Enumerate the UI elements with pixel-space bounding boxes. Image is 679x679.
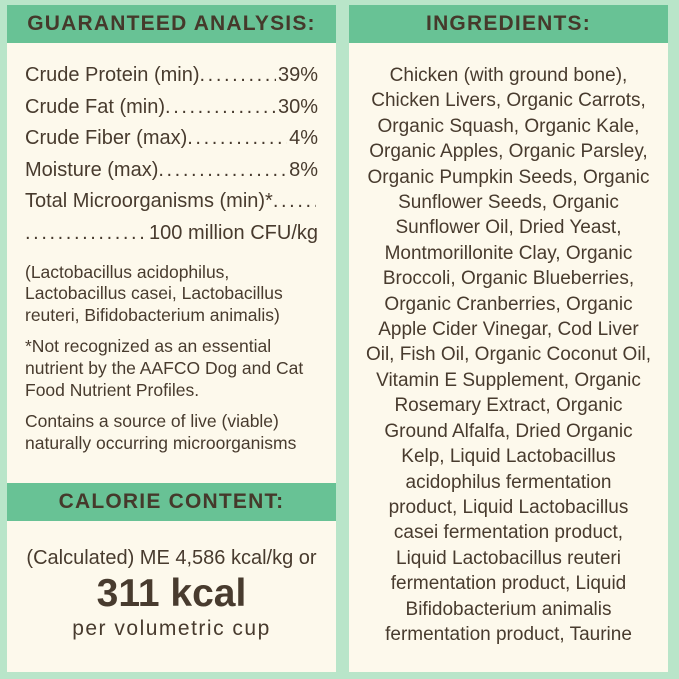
- ingredients-line: Rosemary Extract, Organic: [394, 395, 623, 417]
- calorie-per-cup-line: per volumetric cup: [72, 617, 271, 640]
- ingredients-line: Organic Cranberries, Organic: [384, 293, 633, 315]
- analysis-value: 39%: [277, 64, 318, 86]
- guaranteed-analysis-body: Crude Protein (min) ....................…: [7, 43, 336, 483]
- analysis-row-crude-fat: Crude Fat (min) ........................…: [25, 92, 318, 124]
- dot-leader: ........................................…: [158, 158, 288, 181]
- ingredients-line: Vitamin E Supplement, Organic: [376, 369, 641, 391]
- ingredients-line: Bifidobacterium animalis: [405, 598, 612, 620]
- calorie-content-body: (Calculated) ME 4,586 kcal/kg or 311 kca…: [7, 521, 336, 672]
- calorie-content-header-band: CALORIE CONTENT:: [7, 483, 336, 521]
- calorie-calculated-line: (Calculated) ME 4,586 kcal/kg or: [26, 547, 317, 569]
- analysis-notes: (Lactobacillus acidophilus, Lactobacillu…: [25, 262, 318, 455]
- analysis-label: Crude Protein (min): [25, 64, 200, 86]
- calorie-kcal-value: 311 kcal: [96, 572, 247, 615]
- analysis-label: Crude Fat (min): [25, 95, 166, 118]
- guaranteed-analysis-header-band: GUARANTEED ANALYSIS:: [7, 5, 336, 43]
- ingredients-line: Chicken Livers, Organic Carrots,: [371, 90, 646, 112]
- ingredients-line: Liquid Lactobacillus reuteri: [396, 547, 621, 569]
- note-microorganism-species: (Lactobacillus acidophilus, Lactobacillu…: [25, 261, 283, 325]
- analysis-value: 30%: [277, 95, 318, 118]
- dot-leader: ........................................…: [25, 221, 148, 244]
- ingredients-panel: INGREDIENTS: Chicken (with ground bone),…: [349, 5, 668, 672]
- dot-leader: ........................................…: [165, 95, 276, 118]
- guaranteed-analysis-title: GUARANTEED ANALYSIS:: [27, 12, 316, 35]
- ingredients-line: Oil, Fish Oil, Organic Coconut Oil,: [365, 344, 652, 366]
- ingredients-line: Organic Apples, Organic Parsley,: [369, 141, 648, 163]
- ingredients-line: acidophilus fermentation: [405, 471, 612, 493]
- ingredients-line: product, Liquid Lactobacillus: [388, 496, 629, 518]
- analysis-value: 100 million CFU/kg: [149, 221, 318, 244]
- ingredients-line: Montmorillonite Clay, Organic: [384, 242, 633, 264]
- ingredients-line: fermentation product, Liquid: [390, 573, 627, 595]
- analysis-row-cfu: ........................................…: [25, 218, 318, 250]
- analysis-row-moisture: Moisture (max) .........................…: [25, 155, 318, 187]
- ingredients-line: Broccoli, Organic Blueberries,: [382, 268, 635, 290]
- ingredients-line: Organic Squash, Organic Kale,: [377, 115, 640, 137]
- analysis-label: Total Microorganisms (min)*: [25, 190, 273, 213]
- note-aafco-disclaimer: *Not recognized as an essential nutrient…: [25, 336, 304, 400]
- ingredients-line: Apple Cider Vinegar, Cod Liver: [378, 319, 639, 341]
- note-live-microorganisms: Contains a source of live (viable) natur…: [25, 411, 297, 453]
- ingredients-line: Sunflower Seeds, Organic: [398, 192, 619, 214]
- ingredients-header-band: INGREDIENTS:: [349, 5, 668, 43]
- calorie-content-title: CALORIE CONTENT:: [58, 490, 285, 513]
- analysis-label: Moisture (max): [25, 158, 159, 181]
- ingredients-line: fermentation product, Taurine: [385, 623, 632, 645]
- analysis-value: 4%: [289, 127, 318, 150]
- ingredients-line: casei fermentation product,: [393, 522, 624, 544]
- analysis-row-crude-fiber: Crude Fiber (max) ......................…: [25, 123, 318, 155]
- analysis-row-total-microorganisms: Total Microorganisms (min)* ............…: [25, 186, 318, 218]
- ingredients-line: Kelp, Liquid Lactobacillus: [401, 446, 616, 468]
- analysis-row-crude-protein: Crude Protein (min) ....................…: [25, 60, 318, 92]
- ingredients-line: Sunflower Oil, Dried Yeast,: [395, 217, 622, 239]
- analysis-label: Crude Fiber (max): [25, 127, 188, 150]
- dot-leader: ........................................…: [199, 64, 276, 86]
- ingredients-list: Chicken (with ground bone), Chicken Live…: [349, 43, 668, 672]
- ingredients-line: Organic Pumpkin Seeds, Organic: [367, 166, 650, 188]
- dot-leader: ........................................…: [272, 190, 316, 213]
- dot-leader: ........................................…: [187, 127, 287, 150]
- analysis-value: 8%: [289, 158, 318, 181]
- guaranteed-analysis-panel: GUARANTEED ANALYSIS: Crude Protein (min)…: [7, 5, 336, 672]
- ingredients-line: Ground Alfalfa, Dried Organic: [384, 420, 633, 442]
- ingredients-line: Chicken (with ground bone),: [389, 65, 628, 86]
- ingredients-title: INGREDIENTS:: [426, 12, 591, 35]
